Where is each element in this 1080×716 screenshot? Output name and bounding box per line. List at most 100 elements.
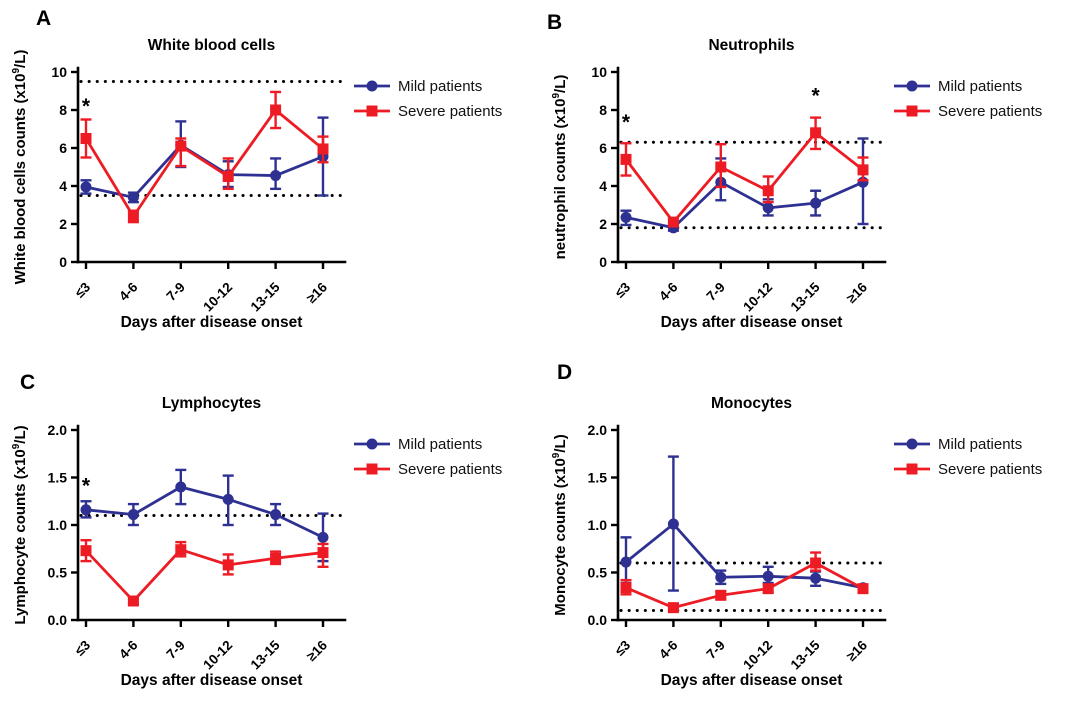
chart-title: Neutrophils (708, 37, 794, 54)
x-tick-label: 13-15 (248, 637, 283, 672)
data-point-circle (762, 202, 774, 214)
x-tick-label: ≤3 (72, 637, 94, 659)
y-tick-label: 6 (59, 140, 67, 156)
legend-marker-circle (906, 80, 918, 92)
data-point-circle (762, 570, 774, 582)
y-axis-label: White blood cells counts (x109/L) (11, 50, 29, 285)
data-point-square (857, 164, 869, 176)
data-point-circle (270, 509, 282, 521)
data-point-square (175, 140, 187, 152)
x-tick-label: 10-12 (740, 280, 775, 315)
x-tick-label: ≥16 (304, 637, 331, 664)
panel-lymphocytes: 0.0 0.5 1.0 1.5 2.0 ≤3 4-6 7-9 10-12 13-15 ≥16 Lymp… (0, 358, 540, 716)
x-tick-label: ≤3 (612, 637, 634, 659)
x-tick-label: 4-6 (116, 637, 141, 662)
y-axis-ticks: 0 2 4 6 8 10 (51, 64, 78, 270)
y-tick-label: 2 (59, 216, 67, 232)
data-point-square (222, 171, 234, 182)
y-axis-ticks: 0.0 0.5 1.0 1.5 2.0 (48, 422, 78, 628)
x-tick-label: 4-6 (116, 279, 141, 304)
data-point-square (222, 559, 234, 571)
x-tick-label: 7-9 (704, 638, 728, 662)
x-axis-label: Days after disease onset (121, 314, 303, 331)
series-severe-patients (80, 90, 329, 224)
legend-marker-square (366, 463, 378, 475)
data-point-square (810, 127, 822, 139)
x-tick-label: ≤3 (72, 279, 94, 301)
legend: Mild patients Severe patients (354, 78, 502, 120)
x-tick-label: 13-15 (788, 637, 823, 672)
x-axis-ticks: ≤3 4-6 7-9 10-12 13-15 ≥16 (72, 262, 330, 315)
data-point-circle (667, 518, 679, 530)
panel-monocytes: 0.0 0.5 1.0 1.5 2.0 ≤3 4-6 7-9 10-12 13-15 ≥16 Mono… (540, 358, 1080, 716)
data-point-square (810, 557, 822, 569)
data-point-circle (270, 170, 282, 182)
chart-title: White blood cells (148, 37, 275, 54)
data-point-square (715, 161, 727, 173)
data-point-square (80, 545, 92, 557)
chart-title: Lymphocytes (162, 395, 261, 412)
legend-marker-circle (906, 438, 918, 450)
legend-marker-square (906, 463, 918, 475)
significance-asterisk: * (812, 84, 821, 107)
y-tick-label: 2.0 (48, 422, 68, 438)
axes (76, 424, 347, 622)
chart-neutrophils: 0 2 4 6 8 10 ≤3 4-6 7-9 10-12 13-15 ≥16 Neutrophils n… (551, 37, 1042, 331)
x-axis-label: Days after disease onset (661, 672, 843, 689)
y-tick-label: 10 (51, 64, 67, 80)
significance-asterisk: * (82, 475, 91, 498)
y-tick-label: 1.5 (48, 470, 68, 486)
x-axis-label: Days after disease onset (661, 314, 843, 331)
x-tick-label: 13-15 (248, 279, 283, 314)
legend: Mild patients Severe patients (894, 78, 1042, 120)
x-tick-label: 13-15 (788, 279, 823, 314)
y-axis-label: Monocyte counts (x109/L) (551, 434, 569, 615)
y-axis-ticks: 0 2 4 6 8 10 (591, 64, 618, 270)
legend-marker-square (906, 105, 918, 117)
y-axis-label: neutrophil counts (x109/L) (551, 75, 569, 260)
data-point-circle (620, 556, 632, 568)
data-point-circle (715, 571, 727, 583)
axes (616, 66, 887, 264)
series-severe-patients (620, 116, 869, 228)
series-mild-patients (80, 468, 329, 563)
data-point-circle (175, 481, 187, 493)
panel-label-a: A (36, 7, 52, 30)
legend-label: Severe patients (938, 461, 1042, 478)
data-point-circle (810, 572, 822, 584)
data-point-circle (222, 493, 234, 505)
y-tick-label: 2.0 (588, 422, 608, 438)
x-tick-label: 7-9 (164, 280, 188, 304)
legend-label: Mild patients (938, 436, 1022, 453)
data-point-square (317, 547, 329, 559)
reference-lines (619, 561, 887, 612)
data-point-square (620, 582, 632, 594)
legend-label: Severe patients (398, 461, 502, 478)
y-tick-label: 4 (59, 178, 67, 194)
legend-label: Severe patients (938, 103, 1042, 120)
panel-label-d: D (557, 361, 573, 384)
x-tick-label: 10-12 (200, 638, 235, 673)
significance-asterisk: * (82, 95, 91, 118)
data-point-square (175, 544, 187, 556)
significance-asterisk: * (622, 111, 631, 134)
y-tick-label: 8 (59, 102, 67, 118)
panel-neutrophils: 0 2 4 6 8 10 ≤3 4-6 7-9 10-12 13-15 ≥16 Neutrophils n… (540, 0, 1080, 358)
data-point-square (667, 602, 679, 614)
data-point-square (270, 552, 282, 564)
x-tick-label: ≥16 (304, 279, 331, 306)
legend-marker-circle (366, 80, 378, 92)
y-tick-label: 0 (599, 254, 607, 270)
panel-label-b: B (547, 11, 563, 34)
data-point-square (620, 153, 632, 165)
y-axis-label: Lymphocyte counts (x109/L) (11, 425, 29, 624)
data-point-square (715, 589, 727, 601)
y-tick-label: 0 (59, 254, 67, 270)
x-tick-label: 4-6 (656, 279, 681, 304)
data-point-circle (810, 197, 822, 209)
x-axis-label: Days after disease onset (121, 672, 303, 689)
data-point-square (762, 185, 774, 197)
data-point-square (270, 104, 282, 116)
x-tick-label: 10-12 (200, 280, 235, 315)
data-point-square (762, 583, 774, 595)
